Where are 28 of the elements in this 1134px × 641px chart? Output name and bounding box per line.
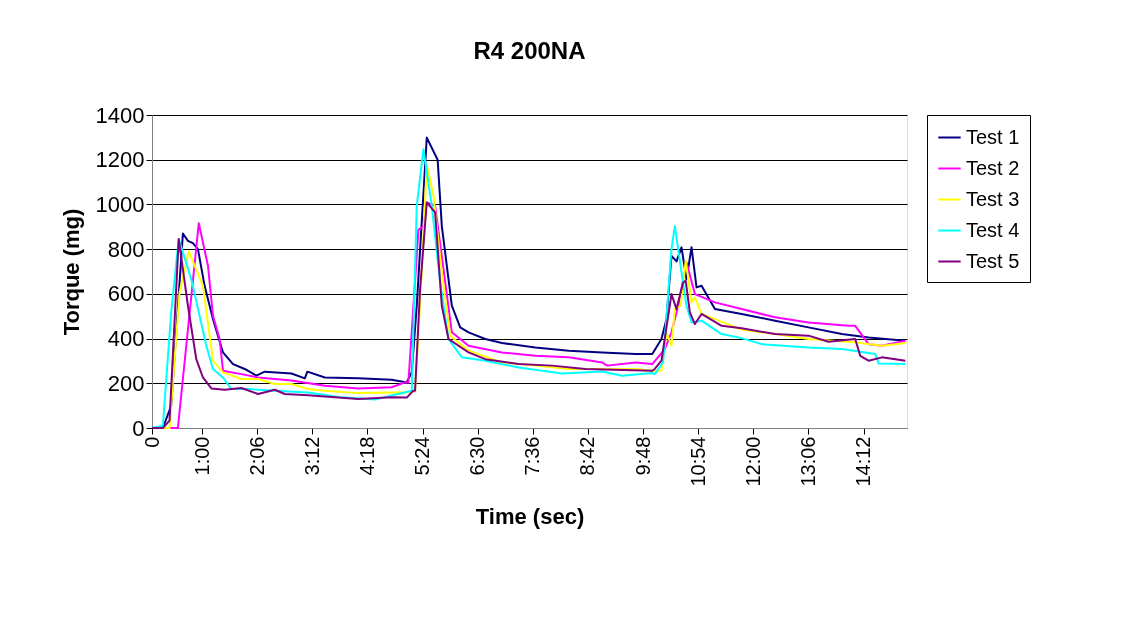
y-tick-label: 1400 (95, 102, 145, 128)
legend-label: Test 5 (966, 249, 1020, 272)
chart-title: R4 200NA (473, 37, 586, 64)
y-axis-title: Torque (mg) (58, 208, 84, 336)
x-tick-label: 10:54 (686, 436, 709, 487)
x-axis-title: Time (sec) (475, 503, 585, 529)
x-tick-label: 12:00 (741, 436, 764, 487)
x-tick-label: 6:30 (466, 436, 489, 476)
x-tick-label: 3:12 (300, 436, 323, 476)
x-tick-label: 5:24 (411, 436, 434, 476)
x-tick-label: 1:00 (190, 436, 213, 476)
legend-label: Test 1 (966, 125, 1020, 148)
legend-label: Test 2 (966, 156, 1020, 179)
y-tick-label: 600 (107, 281, 145, 307)
x-tick-label: 2:06 (245, 436, 268, 476)
x-tick-label: 4:18 (355, 436, 378, 476)
x-tick-label: 9:48 (631, 436, 654, 476)
legend-label: Test 4 (966, 218, 1020, 241)
y-tick-label: 200 (107, 370, 145, 396)
y-tick-label: 800 (107, 236, 145, 262)
y-tick-label: 1200 (95, 147, 145, 173)
y-tick-label: 1000 (95, 191, 145, 217)
x-tick-label: 13:06 (796, 436, 819, 487)
x-tick-label: 7:36 (521, 436, 544, 476)
x-tick-label: 8:42 (576, 436, 599, 476)
legend-label: Test 3 (966, 187, 1020, 210)
y-tick-label: 400 (107, 326, 145, 352)
x-tick-label: 14:12 (852, 436, 875, 487)
